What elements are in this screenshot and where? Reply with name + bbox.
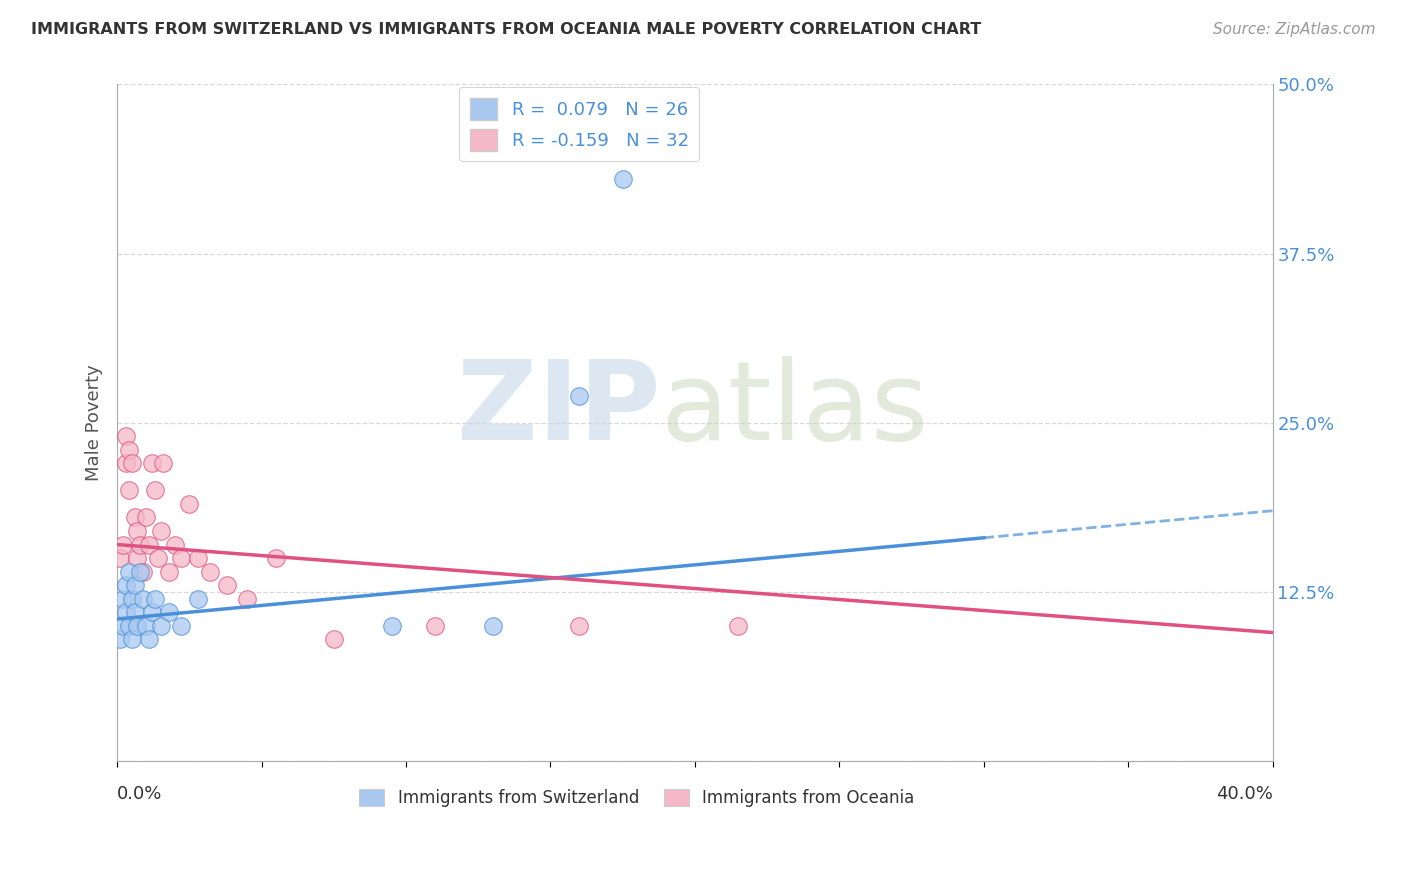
Point xyxy=(170,551,193,566)
Point xyxy=(124,605,146,619)
Point xyxy=(118,483,141,498)
Point xyxy=(568,389,591,403)
Point xyxy=(127,551,149,566)
Point xyxy=(198,565,221,579)
Point xyxy=(568,619,591,633)
Point xyxy=(215,578,238,592)
Point xyxy=(108,632,131,647)
Point xyxy=(179,497,201,511)
Point xyxy=(149,524,172,538)
Point xyxy=(157,605,180,619)
Point xyxy=(163,537,186,551)
Point xyxy=(135,619,157,633)
Y-axis label: Male Poverty: Male Poverty xyxy=(86,365,103,481)
Point xyxy=(111,619,134,633)
Point xyxy=(127,524,149,538)
Point xyxy=(423,619,446,633)
Point xyxy=(118,619,141,633)
Text: 40.0%: 40.0% xyxy=(1216,785,1272,803)
Point xyxy=(115,429,138,443)
Point xyxy=(121,632,143,647)
Point xyxy=(118,565,141,579)
Point xyxy=(264,551,287,566)
Point xyxy=(132,591,155,606)
Point xyxy=(127,619,149,633)
Text: IMMIGRANTS FROM SWITZERLAND VS IMMIGRANTS FROM OCEANIA MALE POVERTY CORRELATION : IMMIGRANTS FROM SWITZERLAND VS IMMIGRANT… xyxy=(31,22,981,37)
Point xyxy=(121,456,143,470)
Point xyxy=(143,591,166,606)
Point xyxy=(187,591,209,606)
Point xyxy=(135,510,157,524)
Point xyxy=(143,483,166,498)
Point xyxy=(132,565,155,579)
Point xyxy=(152,456,174,470)
Point xyxy=(118,442,141,457)
Point xyxy=(236,591,259,606)
Text: ZIP: ZIP xyxy=(457,356,661,463)
Point xyxy=(124,578,146,592)
Point xyxy=(115,456,138,470)
Point xyxy=(187,551,209,566)
Point xyxy=(146,551,169,566)
Point xyxy=(141,605,163,619)
Point xyxy=(381,619,404,633)
Point xyxy=(129,565,152,579)
Text: Source: ZipAtlas.com: Source: ZipAtlas.com xyxy=(1212,22,1375,37)
Point xyxy=(138,537,160,551)
Point xyxy=(124,510,146,524)
Point xyxy=(170,619,193,633)
Point xyxy=(115,578,138,592)
Text: 0.0%: 0.0% xyxy=(117,785,163,803)
Point xyxy=(149,619,172,633)
Point xyxy=(612,172,634,186)
Point xyxy=(322,632,344,647)
Point xyxy=(129,537,152,551)
Point xyxy=(481,619,503,633)
Point xyxy=(138,632,160,647)
Point xyxy=(111,591,134,606)
Point xyxy=(141,456,163,470)
Legend: Immigrants from Switzerland, Immigrants from Oceania: Immigrants from Switzerland, Immigrants … xyxy=(353,782,921,814)
Point xyxy=(727,619,749,633)
Text: atlas: atlas xyxy=(661,356,929,463)
Point xyxy=(111,537,134,551)
Point xyxy=(121,591,143,606)
Point xyxy=(115,605,138,619)
Point xyxy=(108,551,131,566)
Point xyxy=(157,565,180,579)
